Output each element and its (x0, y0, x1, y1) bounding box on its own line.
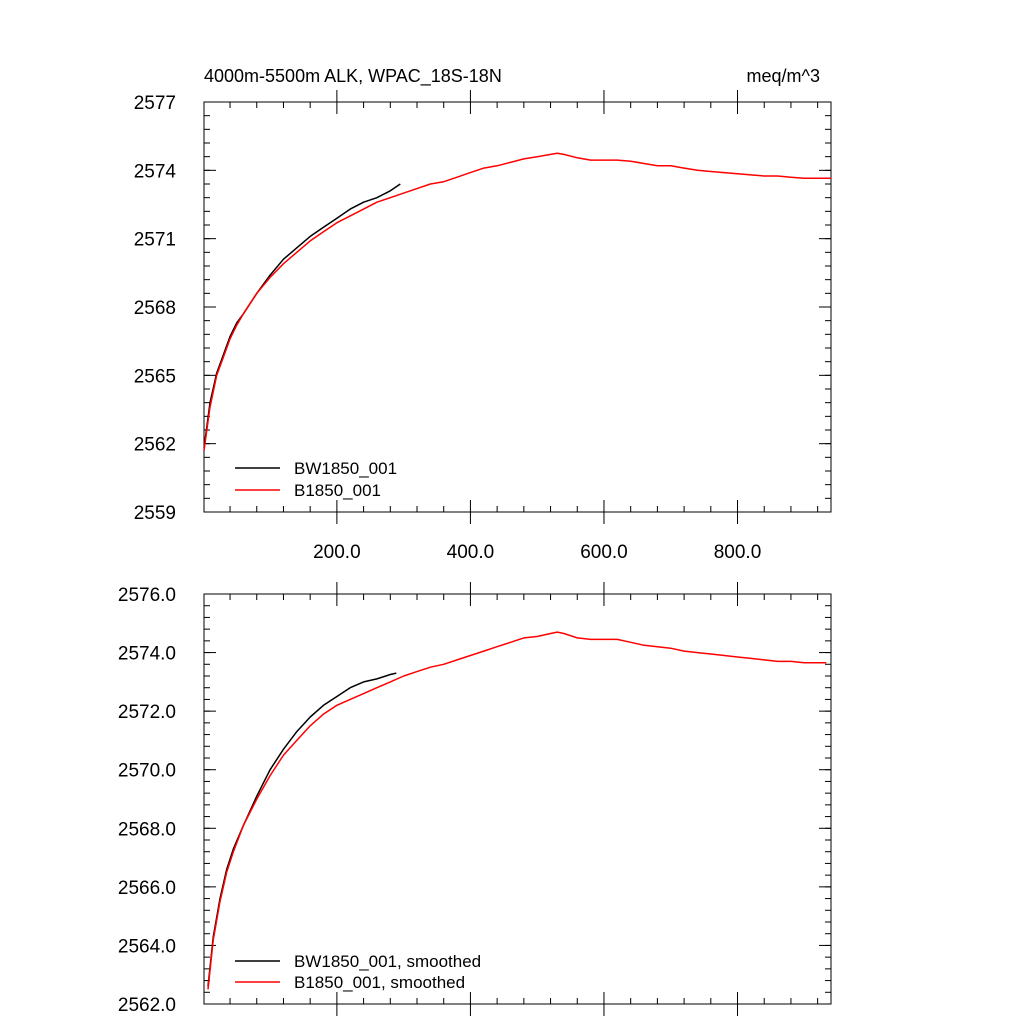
series-line-bw1850-001 (203, 183, 401, 449)
x-tick-label: 400.0 (447, 542, 495, 563)
y-tick-label: 2570.0 (118, 761, 176, 782)
panel-bottom: 2562.0 2564.0 2566.0 2568.0 2570.0 2572.0 2574… (118, 582, 832, 1016)
legend-label-bw1850: BW1850_001 (294, 459, 397, 478)
legend-label-bw1850-smoothed: BW1850_001, smoothed (294, 952, 481, 971)
x-tick-label: 800.0 (714, 542, 762, 563)
chart-title: 4000m-5500m ALK, WPAC_18S-18N (204, 66, 502, 87)
legend-label-b1850-smoothed: B1850_001, smoothed (294, 973, 465, 992)
series-line-bw1850-001-smoothed (207, 672, 397, 987)
plot-frame-top (203, 101, 832, 513)
y-tick-label: 2574.0 (118, 644, 176, 665)
plot-frame-bottom (203, 593, 832, 1005)
y-tick-label: 2568.0 (118, 819, 176, 840)
y-tick-label: 2559 (134, 503, 176, 524)
y-tick-label: 2565 (134, 366, 176, 387)
y-tick-label: 2568 (134, 298, 176, 319)
axis-ticks-top: 2559 2562 2565 2568 2571 2574 2577 200.0 400.0 60… (134, 90, 831, 563)
legend-top: BW1850_001 B1850_001 (235, 459, 397, 500)
units-label: meq/m^3 (747, 66, 820, 86)
y-tick-label: 2576.0 (118, 585, 176, 606)
series-top (203, 152, 831, 451)
axis-ticks-bottom: 2562.0 2564.0 2566.0 2568.0 2570.0 2572.0 2574… (118, 582, 831, 1016)
y-tick-label: 2562 (134, 435, 176, 456)
legend-label-b1850: B1850_001 (294, 481, 381, 500)
x-tick-label: 200.0 (313, 542, 361, 563)
series-bottom (207, 631, 827, 990)
series-line-b1850-001-smoothed (207, 631, 827, 990)
x-tick-label: 600.0 (580, 542, 628, 563)
series-line-b1850-001 (203, 152, 831, 451)
y-tick-label: 2564.0 (118, 936, 176, 957)
y-tick-label: 2572.0 (118, 702, 176, 723)
panel-top: 4000m-5500m ALK, WPAC_18S-18N meq/m^3 25… (134, 66, 832, 563)
y-tick-label: 2571 (134, 230, 176, 251)
y-tick-label: 2577 (134, 93, 176, 114)
legend-bottom: BW1850_001, smoothed B1850_001, smoothed (235, 952, 481, 992)
y-tick-label: 2562.0 (118, 995, 176, 1016)
y-tick-label: 2574 (134, 161, 177, 182)
y-tick-label: 2566.0 (118, 878, 176, 899)
